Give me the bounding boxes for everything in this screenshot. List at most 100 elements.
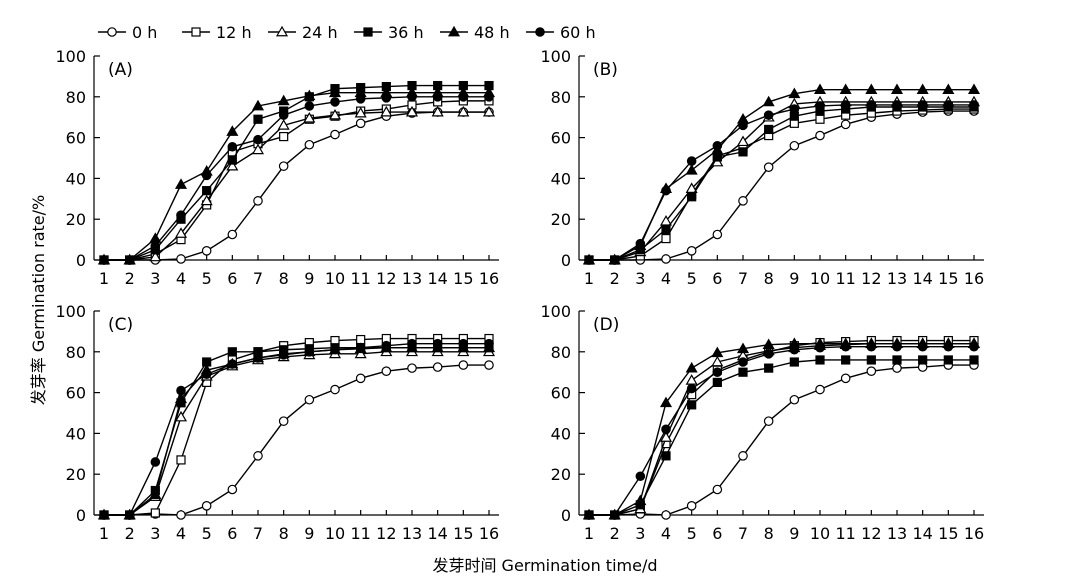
data-point <box>201 246 212 256</box>
data-point <box>278 350 289 360</box>
data-point <box>330 129 340 140</box>
data-point <box>712 377 722 387</box>
data-point <box>687 400 697 410</box>
data-point <box>789 357 799 367</box>
x-tick-label: 2 <box>610 269 620 288</box>
x-tick-label: 4 <box>661 524 671 543</box>
series-line <box>589 106 974 261</box>
data-point <box>584 510 594 520</box>
series-line <box>104 100 489 261</box>
data-point <box>815 130 825 141</box>
x-tick-label: 3 <box>150 524 160 543</box>
data-point <box>815 355 825 365</box>
data-point <box>458 360 469 370</box>
x-tick-label: 3 <box>635 524 645 543</box>
legend-label: 12 h <box>216 23 252 42</box>
x-tick-label: 12 <box>376 524 396 543</box>
panel-title: (A) <box>108 60 133 80</box>
data-point <box>277 94 290 106</box>
data-point <box>150 240 161 251</box>
data-point <box>328 108 342 120</box>
data-point <box>226 159 239 171</box>
data-point <box>685 374 698 385</box>
y-tick-label: 40 <box>66 169 86 188</box>
x-tick-label: 9 <box>789 524 799 543</box>
legend-label: 60 h <box>560 23 596 42</box>
data-point <box>354 347 367 359</box>
data-point <box>969 355 979 365</box>
data-point <box>381 340 392 351</box>
x-tick-label: 2 <box>610 524 620 543</box>
y-tick-label: 100 <box>55 47 86 66</box>
x-tick-label: 8 <box>279 524 289 543</box>
data-point <box>149 250 162 262</box>
legend-label: 24 h <box>302 23 338 42</box>
panel-title: (B) <box>593 60 618 80</box>
y-tick-label: 60 <box>66 384 86 403</box>
series-line <box>589 342 974 516</box>
data-point <box>381 93 392 103</box>
data-point <box>866 341 877 352</box>
y-tick-label: 0 <box>76 506 86 525</box>
legend-item-24-h: 24 h <box>268 23 338 42</box>
data-point <box>736 342 750 354</box>
data-point <box>277 119 290 130</box>
data-point <box>866 355 876 365</box>
data-point <box>686 156 697 166</box>
y-tick-label: 40 <box>551 424 571 443</box>
data-point <box>251 99 265 111</box>
x-tick-label: 13 <box>402 269 422 288</box>
y-tick-label: 60 <box>551 129 571 148</box>
legend-marker <box>275 25 289 37</box>
legend-marker <box>363 27 373 37</box>
data-point <box>661 224 671 234</box>
y-tick-label: 60 <box>66 129 86 148</box>
x-tick-label: 3 <box>635 269 645 288</box>
x-tick-label: 11 <box>350 269 370 288</box>
data-point <box>712 140 723 151</box>
series-line <box>589 110 974 261</box>
data-point <box>686 246 697 256</box>
x-tick-label: 2 <box>125 269 135 288</box>
series-line <box>104 84 489 261</box>
data-point <box>304 394 315 405</box>
series-line <box>589 101 974 261</box>
data-point <box>432 338 443 349</box>
data-point <box>685 361 698 373</box>
x-tick-label: 2 <box>125 524 135 543</box>
data-point <box>841 355 851 365</box>
data-point <box>458 92 469 102</box>
x-tick-label: 15 <box>938 524 958 543</box>
data-point <box>711 346 724 358</box>
x-tick-label: 16 <box>479 269 499 288</box>
data-point <box>253 134 263 145</box>
data-point <box>432 92 443 102</box>
data-point <box>866 100 877 110</box>
x-tick-label: 14 <box>912 524 932 543</box>
series-60-h <box>584 100 979 265</box>
legend-marker <box>107 27 117 37</box>
data-point <box>227 229 238 240</box>
data-point <box>253 451 263 461</box>
legend-item-48-h: 48 h <box>440 23 510 42</box>
data-point <box>840 100 851 110</box>
x-tick-label: 13 <box>887 269 907 288</box>
data-point <box>661 233 671 244</box>
data-point <box>764 124 774 135</box>
data-point <box>330 344 340 355</box>
data-point <box>278 416 289 426</box>
series-60-h <box>584 341 979 520</box>
y-tick-label: 20 <box>66 210 86 229</box>
data-point <box>149 488 162 499</box>
x-tick-label: 12 <box>861 269 881 288</box>
data-point <box>253 353 263 363</box>
legend-item-12-h: 12 h <box>182 23 252 42</box>
data-point <box>174 227 188 238</box>
x-tick-label: 10 <box>810 269 830 288</box>
data-point <box>942 83 955 95</box>
data-point <box>278 161 289 171</box>
data-point <box>356 334 366 345</box>
data-point <box>227 155 237 165</box>
